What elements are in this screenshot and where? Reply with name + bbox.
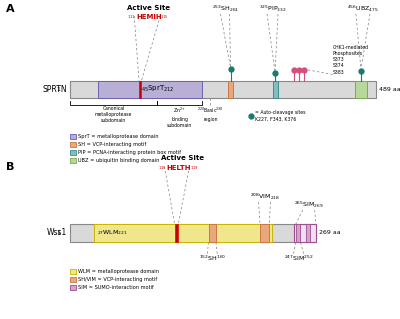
Bar	[294, 224, 316, 242]
Text: $_{115}$: $_{115}$	[158, 165, 166, 172]
Bar	[355, 81, 367, 98]
Text: $^{152}$SH$^{160}$: $^{152}$SH$^{160}$	[199, 254, 226, 263]
Text: A: A	[6, 4, 15, 14]
Bar	[175, 224, 178, 242]
Text: SH/VIM = VCP-interacting motif: SH/VIM = VCP-interacting motif	[78, 277, 157, 282]
Bar	[228, 81, 233, 98]
Text: $_{45}$SprT$_{212}$: $_{45}$SprT$_{212}$	[141, 84, 175, 94]
Bar	[273, 81, 278, 98]
Text: 489 aa: 489 aa	[379, 87, 400, 92]
Bar	[70, 285, 76, 290]
Bar	[306, 224, 310, 242]
Text: $^{253}$SH$_{261}$: $^{253}$SH$_{261}$	[212, 4, 239, 14]
Text: SPRTN: SPRTN	[42, 85, 67, 94]
Bar	[70, 134, 76, 138]
Text: $_{119}$: $_{119}$	[190, 165, 199, 172]
Text: Zn$^{2+}$
binding
subdomain: Zn$^{2+}$ binding subdomain	[167, 106, 192, 128]
Text: Active Site: Active Site	[127, 5, 170, 11]
Text: WLM = metalloprotease domain: WLM = metalloprotease domain	[78, 269, 159, 274]
Text: CHK1-mediated
Phosphosites
S373
S374
S383: CHK1-mediated Phosphosites S373 S374 S38…	[333, 45, 369, 75]
Text: Active Site: Active Site	[161, 155, 204, 161]
Bar	[70, 158, 76, 163]
Bar	[296, 224, 300, 242]
Text: $^{208}$VIM$_{218}$: $^{208}$VIM$_{218}$	[250, 192, 280, 202]
Text: 269 aa: 269 aa	[319, 230, 341, 235]
Text: $^{220}$Basic$^{230}$
region: $^{220}$Basic$^{230}$ region	[197, 106, 224, 122]
Text: PIP = PCNA-interacting protein box motif: PIP = PCNA-interacting protein box motif	[78, 150, 181, 155]
Text: $_{115}$: $_{115}$	[160, 14, 169, 21]
Text: SIM = SUMO-interaction motif: SIM = SUMO-interaction motif	[78, 285, 154, 290]
Bar	[70, 224, 316, 242]
Bar	[94, 224, 272, 242]
Text: $^{325}$PIP$_{332}$: $^{325}$PIP$_{332}$	[259, 4, 287, 14]
Bar	[70, 142, 76, 147]
Bar	[70, 277, 76, 282]
Text: $_{27}$WLM$_{221}$: $_{27}$WLM$_{221}$	[97, 228, 128, 237]
Bar	[70, 269, 76, 274]
Text: HELTH: HELTH	[166, 165, 191, 170]
Bar	[209, 224, 216, 242]
Text: $^{456}$UBZ$_{475}$: $^{456}$UBZ$_{475}$	[347, 4, 379, 14]
Text: $_{111}$: $_{111}$	[128, 14, 136, 21]
Text: SH = VCP-interacting motif: SH = VCP-interacting motif	[78, 142, 146, 147]
Text: Wss1: Wss1	[47, 228, 67, 237]
Text: UBZ = ubiquitin binding domain: UBZ = ubiquitin binding domain	[78, 158, 159, 163]
Text: 1: 1	[56, 230, 60, 235]
Bar	[70, 150, 76, 155]
Text: B: B	[6, 161, 14, 172]
Text: $^{265}$SIM$_{269}$: $^{265}$SIM$_{269}$	[294, 200, 324, 210]
Bar	[260, 224, 269, 242]
Text: Canonical
metalloprotease
subdomain: Canonical metalloprotease subdomain	[95, 106, 132, 123]
Text: HEMIH: HEMIH	[136, 14, 162, 20]
Text: $^{247}$SIM$^{252}$: $^{247}$SIM$^{252}$	[284, 254, 314, 263]
Bar	[70, 81, 376, 98]
Text: 1: 1	[56, 87, 60, 92]
Bar	[139, 81, 142, 98]
Bar	[98, 81, 202, 98]
Text: = Auto-cleavage sites
K227, F343, K376: = Auto-cleavage sites K227, F343, K376	[255, 110, 306, 122]
Text: SprT = metalloprotease domain: SprT = metalloprotease domain	[78, 134, 158, 138]
